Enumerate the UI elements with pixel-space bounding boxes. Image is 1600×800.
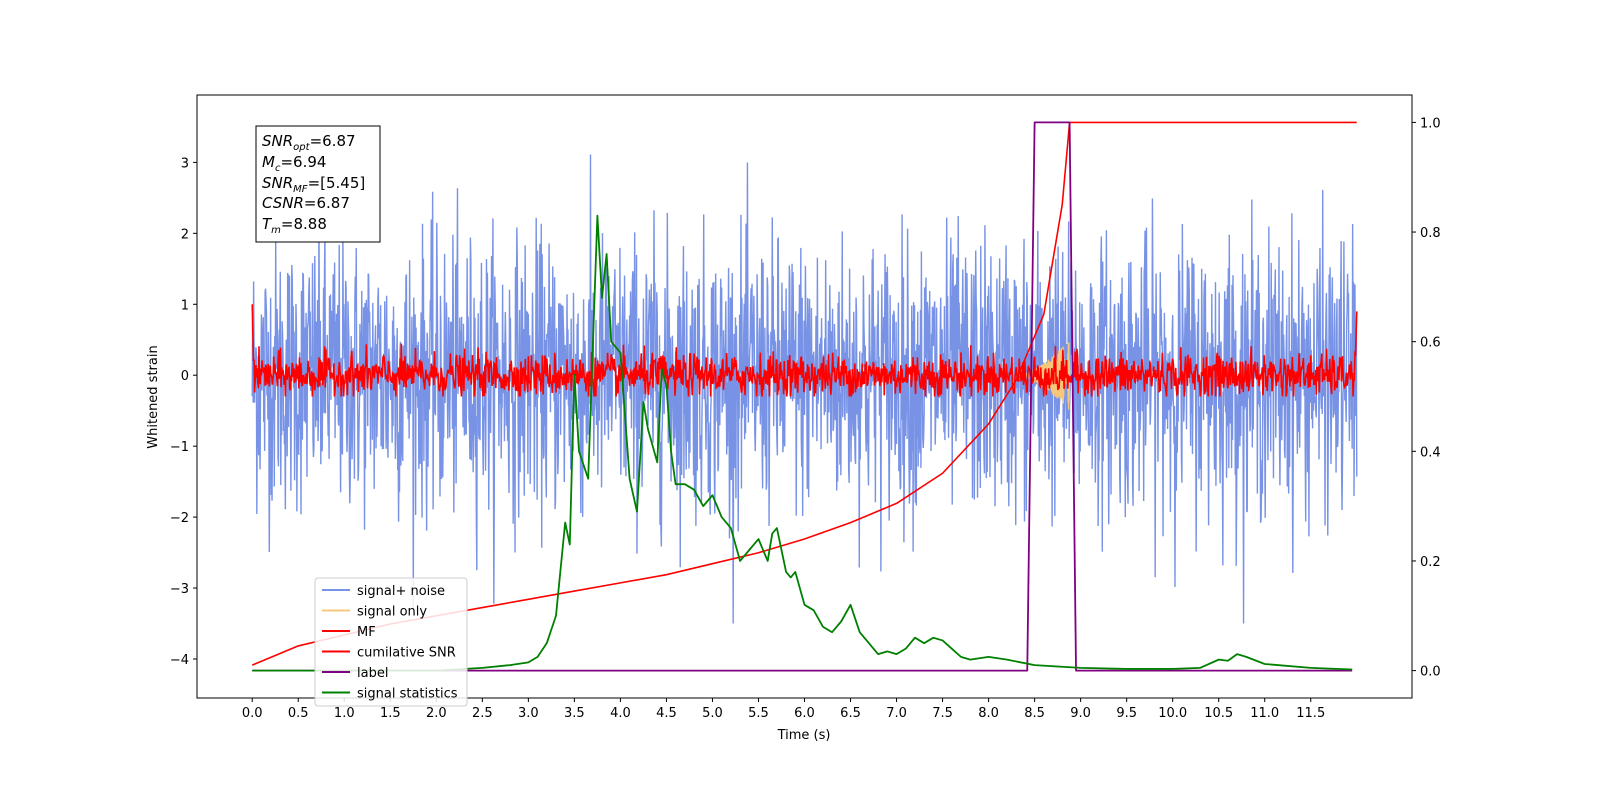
annotation-line-mc: Mc=6.94 xyxy=(262,153,326,174)
x-tick-label: 7.5 xyxy=(932,706,953,721)
legend-frame xyxy=(314,577,468,707)
x-tick-label: 11.5 xyxy=(1296,706,1325,721)
annotation-frame xyxy=(255,125,381,243)
legend: signal+ noise signal only MF cumilative SNR… xyxy=(314,577,468,707)
annotation-line-tm: Tm=8.88 xyxy=(262,215,327,236)
x-tick-label: 6.5 xyxy=(840,706,861,721)
x-tick-label: 4.0 xyxy=(610,706,631,721)
y-left-tick-label: −1 xyxy=(170,440,189,455)
x-tick-label: 3.5 xyxy=(564,706,585,721)
x-tick-label: 5.0 xyxy=(702,706,723,721)
series-signal-noise xyxy=(251,154,1358,624)
y-left-tick-label: 2 xyxy=(181,227,189,242)
annotation-line-snr-mf: SNRMF=[5.45] xyxy=(262,174,365,195)
x-tick-label: 3.0 xyxy=(518,706,539,721)
stats-annotation-box: SNRopt=6.87 Mc=6.94 SNRMF=[5.45] CSNR=6.… xyxy=(255,125,381,243)
x-tick-label: 10.0 xyxy=(1158,706,1187,721)
y-right-tick-label: 0.0 xyxy=(1420,665,1441,680)
x-tick-label: 5.5 xyxy=(748,706,769,721)
y-left-tick-label: −3 xyxy=(170,582,189,597)
legend-label: MF xyxy=(357,625,376,640)
x-tick-label: 11.0 xyxy=(1250,706,1279,721)
x-tick-label: 2.0 xyxy=(426,706,447,721)
x-tick-label: 7.0 xyxy=(886,706,907,721)
legend-label: signal+ noise xyxy=(357,584,445,599)
legend-label: cumilative SNR xyxy=(357,646,456,661)
legend-label: signal statistics xyxy=(357,687,458,702)
y-left-tick-label: 1 xyxy=(181,298,189,313)
y-left-tick-label: 3 xyxy=(181,156,189,171)
x-tick-label: 0.0 xyxy=(242,706,263,721)
y-left-tick-label: −2 xyxy=(170,511,189,526)
x-axis-label: Time (s) xyxy=(777,728,831,743)
y-right-tick-label: 1.0 xyxy=(1420,116,1441,131)
y-right-tick-label: 0.4 xyxy=(1420,445,1441,460)
y-axis-left: 3 2 1 0 −1 −2 −3 −4 xyxy=(170,156,197,668)
x-tick-label: 10.5 xyxy=(1204,706,1233,721)
x-tick-label: 6.0 xyxy=(794,706,815,721)
x-tick-label: 9.5 xyxy=(1116,706,1137,721)
x-tick-label: 4.5 xyxy=(656,706,677,721)
x-tick-label: 8.0 xyxy=(978,706,999,721)
x-tick-label: 9.0 xyxy=(1070,706,1091,721)
y-right-tick-label: 0.2 xyxy=(1420,555,1441,570)
legend-label: signal only xyxy=(357,605,427,620)
legend-label: label xyxy=(357,666,388,681)
y-right-tick-label: 0.6 xyxy=(1420,336,1441,351)
x-axis: 0.0 0.5 1.0 1.5 2.0 2.5 3.0 3.5 4.0 4.5 5.0 5.5 6.0 6… xyxy=(242,698,1325,721)
y-left-tick-label: −4 xyxy=(170,653,189,668)
y-right-tick-label: 0.8 xyxy=(1420,226,1441,241)
x-tick-label: 8.5 xyxy=(1024,706,1045,721)
x-tick-label: 1.5 xyxy=(380,706,401,721)
series-mf xyxy=(251,304,1358,397)
x-tick-label: 1.0 xyxy=(334,706,355,721)
x-tick-label: 0.5 xyxy=(288,706,309,721)
y-axis-left-label: Whitened strain xyxy=(146,345,161,448)
annotation-line-csnr: CSNR=6.87 xyxy=(262,194,350,212)
x-tick-label: 2.5 xyxy=(472,706,493,721)
series-signal-statistics xyxy=(252,214,1353,672)
y-left-tick-label: 0 xyxy=(181,369,189,384)
series-label xyxy=(252,121,1353,672)
annotation-line-snr-opt: SNRopt=6.87 xyxy=(262,132,356,153)
y-axis-right: 1.0 0.8 0.6 0.4 0.2 0.0 xyxy=(1412,116,1441,680)
